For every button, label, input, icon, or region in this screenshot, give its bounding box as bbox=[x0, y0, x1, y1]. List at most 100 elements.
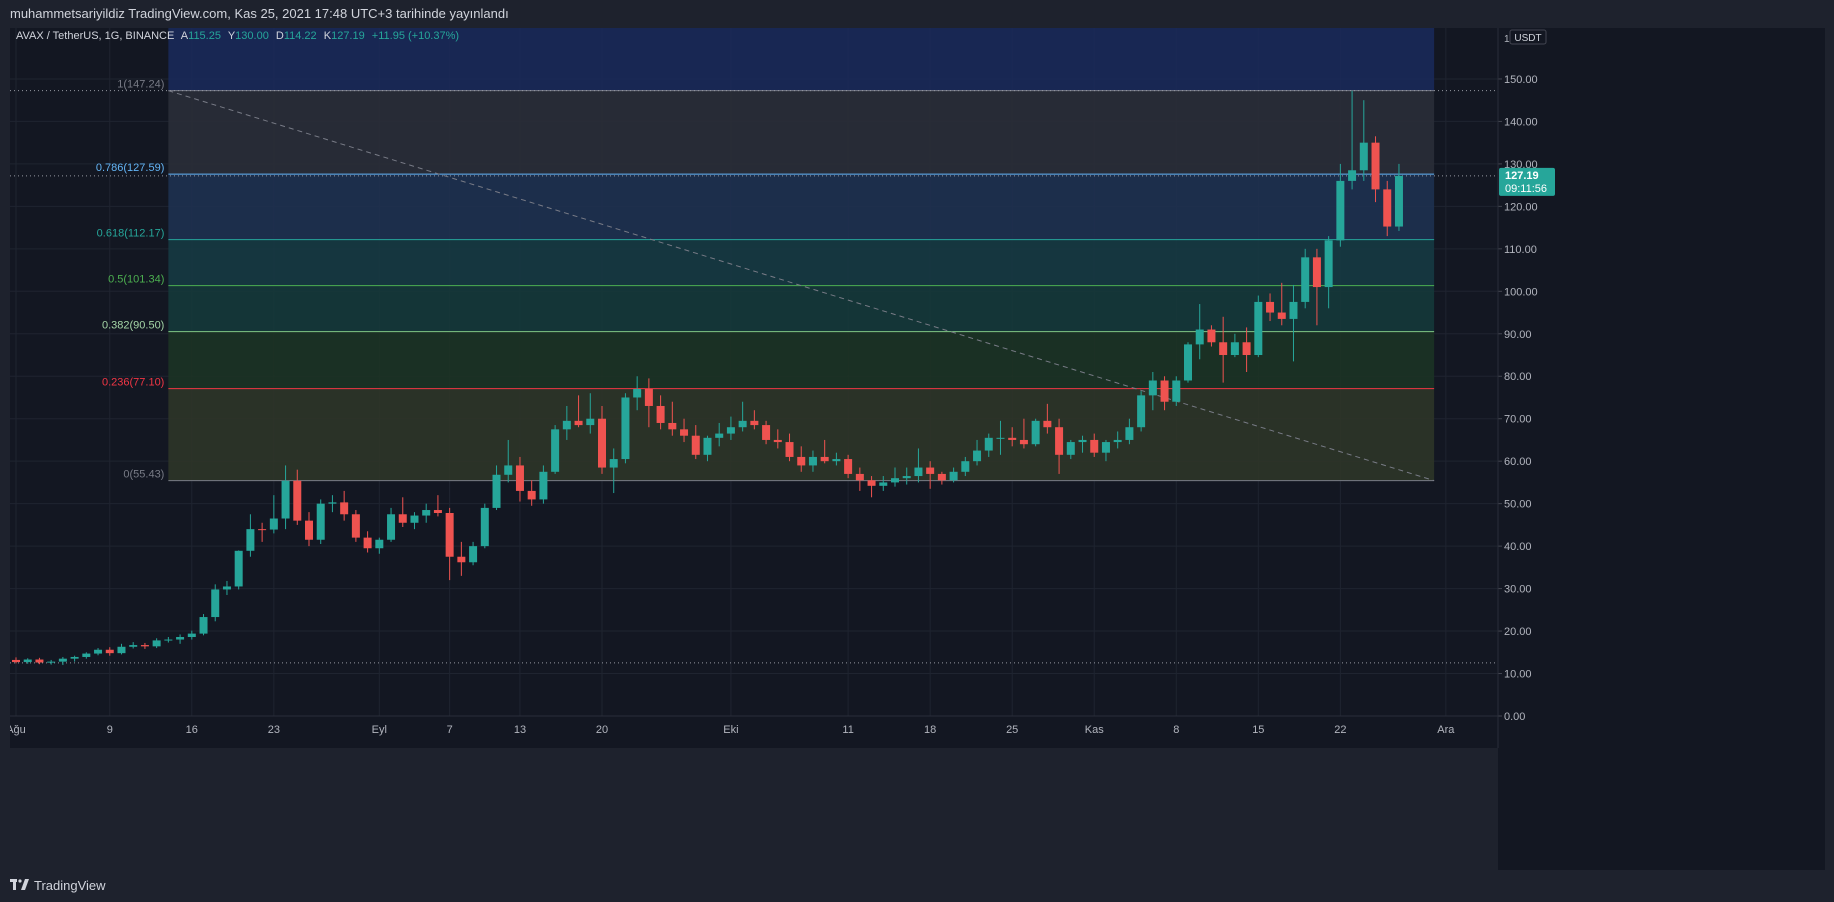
candle-body bbox=[281, 480, 290, 519]
candle bbox=[1219, 316, 1228, 383]
candle bbox=[328, 495, 337, 513]
open-label: A bbox=[181, 30, 189, 42]
candle bbox=[762, 420, 771, 445]
candle-body bbox=[211, 589, 220, 618]
candle bbox=[668, 401, 677, 436]
candle-body bbox=[1113, 439, 1122, 443]
candle bbox=[598, 405, 606, 474]
candle-body bbox=[961, 461, 970, 472]
candle-body bbox=[750, 420, 759, 426]
candle bbox=[1066, 439, 1075, 460]
candle bbox=[633, 376, 642, 411]
candle-body bbox=[445, 512, 454, 557]
candle-body bbox=[586, 418, 595, 426]
candle bbox=[1207, 325, 1216, 347]
candle bbox=[1301, 248, 1310, 309]
candle-body bbox=[984, 437, 993, 451]
candle-body bbox=[1195, 329, 1204, 345]
candle-body bbox=[23, 659, 32, 663]
candle-body bbox=[1066, 442, 1075, 455]
candle bbox=[1090, 433, 1099, 457]
candle-body bbox=[1394, 175, 1403, 227]
candle-body bbox=[562, 420, 571, 430]
y-tick-label: 110.00 bbox=[1504, 244, 1537, 256]
y-tick-label: 20.00 bbox=[1504, 626, 1532, 638]
candle bbox=[140, 642, 149, 649]
candle-body bbox=[598, 418, 606, 468]
candle bbox=[375, 537, 384, 554]
candle bbox=[785, 433, 794, 462]
candle-body bbox=[469, 546, 478, 563]
fib-level-label: 0.236(77.10) bbox=[102, 377, 164, 389]
candle-body bbox=[1148, 380, 1157, 396]
y-tick-label: 150.00 bbox=[1504, 74, 1538, 86]
candle-body bbox=[176, 637, 185, 640]
candle-body bbox=[1312, 257, 1321, 288]
candle-body bbox=[621, 397, 630, 460]
candle-body bbox=[668, 422, 677, 430]
candle bbox=[1160, 376, 1169, 411]
candle-body bbox=[1160, 380, 1169, 402]
candle bbox=[949, 467, 958, 483]
last-price-countdown: 09:11:56 bbox=[1505, 183, 1547, 195]
candle-body bbox=[973, 450, 982, 462]
candle-body bbox=[1324, 240, 1333, 288]
candle bbox=[82, 652, 91, 659]
candle-body bbox=[1008, 437, 1017, 440]
candle bbox=[199, 614, 208, 636]
fib-zone bbox=[168, 90, 1435, 175]
low-label: D bbox=[276, 30, 284, 42]
candle-body bbox=[1031, 420, 1040, 445]
fib-zone bbox=[168, 331, 1435, 389]
y-tick-label: 40.00 bbox=[1504, 541, 1532, 553]
candle bbox=[1031, 418, 1040, 447]
candle-body bbox=[609, 459, 618, 468]
tradingview-logo-icon[interactable] bbox=[10, 879, 30, 891]
candle-body bbox=[351, 514, 360, 538]
candle bbox=[1230, 333, 1239, 358]
candlestick-chart[interactable]: 1(147.24) 0.786(127.59) 0.618(112.17) 0.5(1… bbox=[10, 28, 1825, 870]
candle bbox=[773, 429, 782, 449]
candle bbox=[187, 630, 196, 640]
symbol-name: AVAX / TetherUS, 1G, BINANCE bbox=[16, 30, 174, 42]
trendline[interactable] bbox=[168, 90, 1435, 482]
brand-name: TradingView bbox=[34, 877, 106, 893]
candle bbox=[363, 531, 372, 553]
fib-zone bbox=[168, 174, 1435, 240]
candle bbox=[433, 495, 442, 517]
chart-area[interactable]: 1(147.24) 0.786(127.59) 0.618(112.17) 0.5(1… bbox=[10, 28, 1825, 870]
currency-badge[interactable]: USDT bbox=[1509, 29, 1547, 45]
trendline-dashed[interactable] bbox=[168, 90, 1435, 482]
candle bbox=[996, 420, 1005, 455]
open-value: 115.25 bbox=[188, 30, 221, 42]
candle bbox=[1172, 376, 1181, 406]
candle-body bbox=[58, 658, 67, 662]
symbol-legend[interactable]: AVAX / TetherUS, 1G, BINANCE A115.25 Y13… bbox=[16, 30, 459, 42]
last-price-value: 127.19 bbox=[1505, 170, 1539, 182]
published-caption: muhammetsariyildiz TradingView.com, Kas … bbox=[10, 6, 509, 21]
candle bbox=[984, 433, 993, 457]
candle bbox=[1254, 295, 1263, 358]
candle-body bbox=[902, 476, 911, 479]
candle-body bbox=[492, 474, 501, 508]
candle bbox=[820, 439, 829, 464]
candle bbox=[211, 584, 220, 622]
candle-body bbox=[422, 510, 431, 516]
candle-body bbox=[1289, 301, 1298, 319]
candle bbox=[527, 480, 536, 506]
candle-body bbox=[1055, 427, 1064, 455]
candle bbox=[35, 657, 44, 665]
candle bbox=[445, 507, 454, 581]
candle-body bbox=[1230, 342, 1239, 356]
x-tick-label: Kas bbox=[1085, 724, 1104, 736]
time-axis[interactable]: Ağu 9 16 23 Eyl 7 13 20 Eki 11 18 25 Kas 8 15 22 Ara bbox=[10, 724, 1455, 736]
candle-body bbox=[1078, 439, 1087, 443]
candle-body bbox=[129, 645, 138, 647]
candle bbox=[844, 454, 853, 479]
candle-body bbox=[797, 456, 806, 466]
candle bbox=[1348, 90, 1357, 190]
fibonacci-retracement[interactable]: 1(147.24) 0.786(127.59) 0.618(112.17) 0.5(1… bbox=[96, 28, 1435, 482]
currency-label: USDT bbox=[1514, 33, 1541, 44]
candle bbox=[1101, 439, 1110, 462]
candle bbox=[387, 507, 396, 542]
